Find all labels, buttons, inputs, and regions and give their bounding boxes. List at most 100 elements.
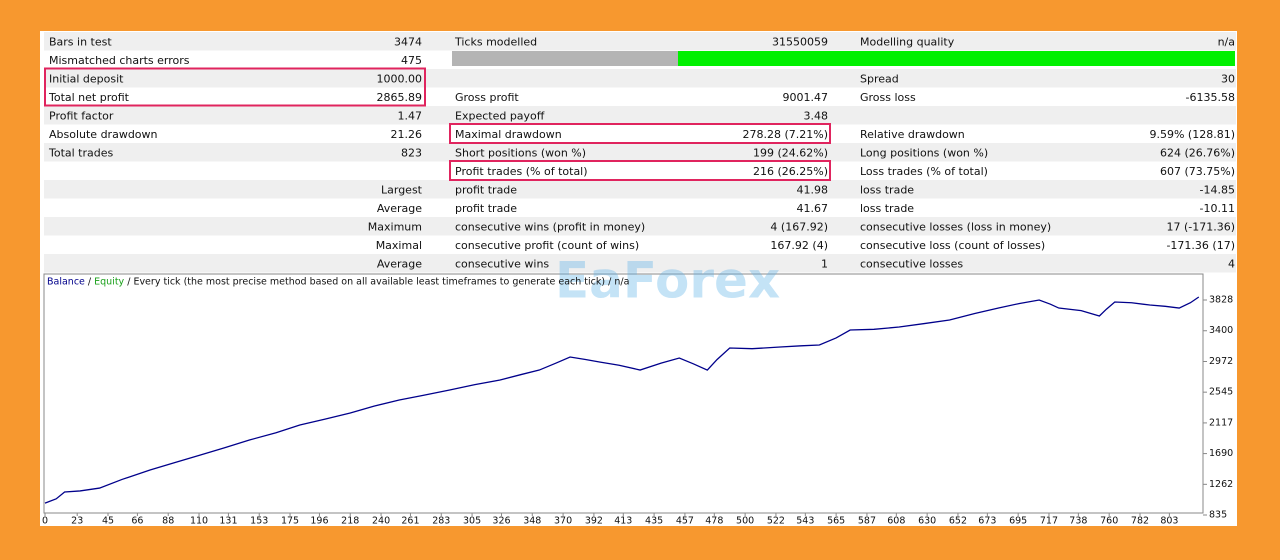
x-tick-label: 153 [250,516,268,527]
x-tick-label: 0 [42,516,48,527]
y-tick-label: 2117 [1209,417,1233,428]
table-row [44,217,1236,236]
table-row [44,143,1236,162]
table-cell: Profit trades (% of total) [455,165,588,178]
x-tick-label: 131 [219,516,237,527]
x-tick-label: 392 [585,516,603,527]
table-cell: 3474 [394,35,422,48]
table-cell: 624 (26.76%) [1160,146,1235,159]
table-cell: consecutive loss (count of losses) [860,239,1045,252]
legend-equity: Equity [94,277,124,288]
legend-separator: / [124,277,133,288]
table-cell: Profit factor [49,109,114,122]
table-cell: consecutive profit (count of wins) [455,239,639,252]
table-cell: -10.11 [1200,202,1235,215]
table-cell: 475 [401,54,422,67]
legend-model: Every tick (the most precise method base… [133,277,605,288]
table-row [44,124,1236,143]
table-cell: Gross loss [860,91,916,104]
x-tick-label: 717 [1040,516,1058,527]
x-tick-label: 673 [978,516,996,527]
highlight-box [44,67,426,107]
x-tick-label: 608 [887,516,905,527]
table-row [44,32,1236,51]
x-tick-label: 305 [463,516,481,527]
table-cell: consecutive wins [455,257,549,270]
table-cell: profit trade [455,183,517,196]
x-tick-label: 652 [949,516,967,527]
table-row [44,254,1236,273]
table-cell: n/a [1218,35,1235,48]
table-cell: Average [377,257,422,270]
table-cell: 607 (73.75%) [1160,165,1235,178]
table-cell: 199 (24.62%) [753,146,828,159]
table-cell: 9.59% (128.81) [1149,128,1235,141]
table-cell: 9001.47 [783,91,829,104]
table-cell: Largest [381,183,423,196]
x-tick-label: 738 [1069,516,1087,527]
table-cell: -171.36 (17) [1166,239,1235,252]
table-cell: 1.47 [398,109,423,122]
table-cell: 3.48 [804,109,829,122]
y-tick-label: 2972 [1209,356,1233,367]
table-cell: consecutive wins (profit in money) [455,220,645,233]
table-cell: 1 [821,257,828,270]
x-tick-label: 88 [162,516,174,527]
plot-area [43,273,1204,514]
table-cell: profit trade [455,202,517,215]
x-tick-label: 760 [1100,516,1118,527]
table-cell: Relative drawdown [860,128,965,141]
legend-separator: / [605,277,614,288]
table-row [44,69,1236,88]
x-tick-label: 66 [131,516,143,527]
table-cell: 167.92 (4) [770,239,828,252]
quality-bar-green [678,51,1235,66]
table-cell: 41.67 [797,202,829,215]
watermark: EaForex [555,252,780,310]
x-tick-label: 478 [705,516,723,527]
table-row [44,180,1236,199]
x-tick-label: 587 [858,516,876,527]
x-tick-label: 23 [71,516,83,527]
table: Bars in test 3474 Ticks modelled 31550059 Mo… [44,32,1236,273]
table-cell: 41.98 [797,183,829,196]
x-tick-label: 457 [676,516,694,527]
highlight-box [449,160,831,181]
table-row [44,161,1236,180]
table-cell: Total trades [48,146,114,159]
x-tick-label: 803 [1160,516,1178,527]
table-cell: -14.85 [1200,183,1235,196]
table-cell: Absolute drawdown [49,128,158,141]
legend-balance: Balance [47,277,85,288]
x-tick-label: 413 [614,516,632,527]
x-tick-label: 522 [767,516,785,527]
legend-quality: n/a [614,277,629,288]
table-cell: Maximal [376,239,422,252]
table-cell: Maximal drawdown [455,128,562,141]
y-tick-label: 3828 [1209,295,1233,306]
y-tick-label: 1690 [1209,448,1233,459]
x-tick-label: 782 [1131,516,1149,527]
table-cell: Spread [860,72,899,85]
table-cell: Expected payoff [455,109,545,122]
table-cell: Ticks modelled [454,35,537,48]
table-cell: Loss trades (% of total) [860,165,988,178]
table-cell: Initial deposit [49,72,124,85]
x-tick-label: 110 [190,516,208,527]
table-cell: Modelling quality [860,35,955,48]
x-tick-label: 348 [523,516,541,527]
table-cell: Bars in test [49,35,112,48]
table-cell: Maximum [368,220,422,233]
x-tick-label: 565 [827,516,845,527]
y-tick-label: 3400 [1209,325,1233,336]
table-cell: Total net profit [48,91,130,104]
x-tick-label: 435 [645,516,663,527]
table-cell: 21.26 [391,128,423,141]
highlight-box [449,123,831,144]
table-row [44,198,1236,217]
x-tick-label: 261 [401,516,419,527]
x-tick-label: 630 [918,516,936,527]
y-tick-label: 835 [1209,510,1227,521]
table-cell: Average [377,202,422,215]
balance-line [44,296,1200,504]
